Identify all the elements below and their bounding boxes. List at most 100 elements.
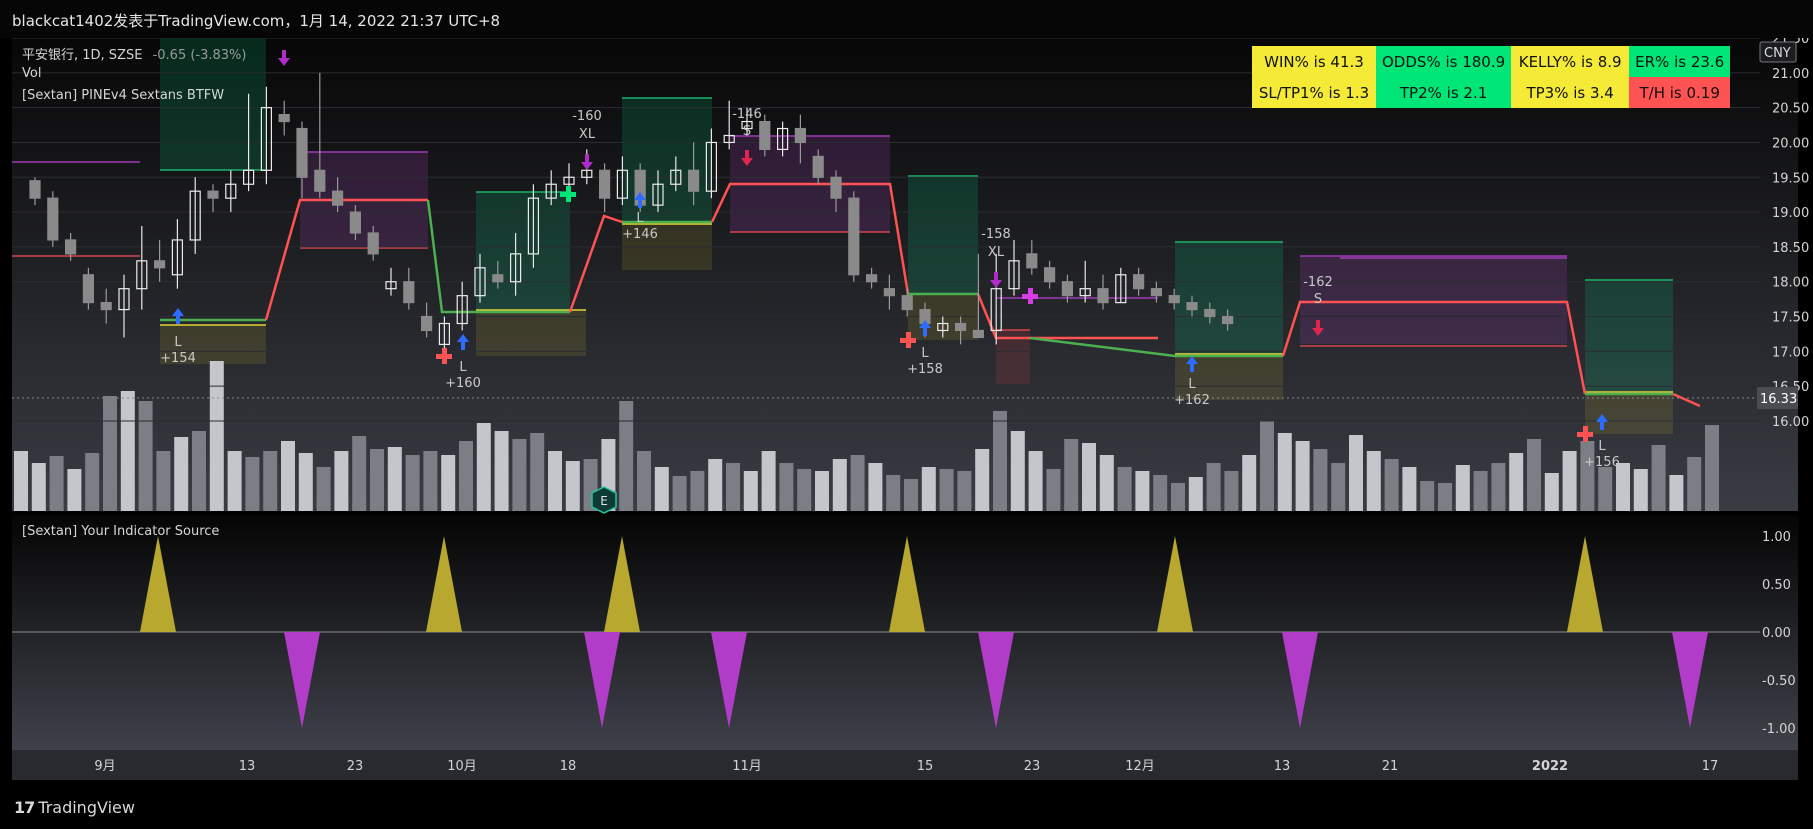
volume-bar — [868, 463, 883, 511]
volume-bar — [1651, 445, 1666, 511]
candle-body — [278, 113, 290, 123]
strategy-line-segment — [1029, 336, 1283, 358]
currency-label: CNY — [1764, 46, 1791, 61]
volume-bar — [512, 439, 527, 511]
time-tick-label: 17 — [1702, 759, 1719, 774]
strategy-line-segment — [264, 198, 428, 321]
legend-indicator[interactable]: [Sextan] Your Indicator Source — [22, 524, 220, 539]
trade-annotation: -162 — [1303, 275, 1333, 290]
candle-body — [990, 288, 1002, 332]
tradingview-brand: TradingView — [38, 798, 135, 817]
trade-annotation: S — [1314, 292, 1322, 307]
tradingview-logo[interactable]: 17 TradingView — [14, 798, 135, 817]
candle-body — [741, 120, 753, 130]
volume-bar — [209, 361, 224, 511]
volume-bar — [1544, 473, 1559, 511]
trade-annotation: L — [174, 335, 182, 350]
volume-bar — [565, 461, 580, 511]
indicator-series — [140, 536, 1708, 728]
legend-vol[interactable]: Vol — [22, 66, 42, 81]
volume-bar — [1598, 467, 1613, 511]
trade-zone — [1175, 242, 1283, 354]
candle-body — [29, 180, 41, 199]
volume-bar — [120, 391, 135, 511]
candle-body — [260, 107, 272, 171]
volume-bar — [637, 451, 651, 511]
volume-bar — [174, 437, 189, 511]
indicator-positive-spike — [426, 536, 462, 632]
arrow-up-icon — [457, 334, 469, 350]
trade-annotation: -160 — [572, 109, 602, 124]
stat-win: WIN% is 41.3 — [1252, 46, 1376, 77]
indicator-negative-spike — [284, 632, 320, 728]
indicator-tick-label: -0.50 — [1762, 674, 1796, 689]
volume-bar — [441, 455, 456, 511]
volume-bar — [957, 471, 972, 511]
candle-body — [47, 197, 59, 241]
candle-body — [385, 281, 397, 290]
candle-body — [332, 190, 344, 206]
volume-bar — [192, 431, 206, 511]
candle-body — [1061, 281, 1074, 297]
indicator-positive-spike — [1567, 536, 1603, 632]
indicator-tick-label: -1.00 — [1762, 722, 1796, 737]
chart-svg[interactable]: L+154L+160L+146L+158L+162L+156-160XL-146… — [0, 38, 1813, 788]
earnings-badge-icon — [591, 486, 617, 514]
volume-bar — [85, 453, 100, 511]
trade-annotation: XL — [579, 127, 596, 142]
stat-er: ER% is 23.6 — [1629, 46, 1731, 77]
trade-zone — [476, 192, 570, 310]
volume-bar — [476, 423, 491, 511]
stat-th: T/H is 0.19 — [1629, 77, 1731, 108]
volume-bar — [761, 451, 776, 511]
price-tick-label: 19.50 — [1772, 171, 1809, 186]
candle-body — [545, 183, 557, 199]
candle-body — [1079, 288, 1091, 297]
time-tick-label: 13 — [1274, 759, 1291, 774]
time-tick-label: 23 — [1024, 759, 1041, 774]
candles: L+154L+160L+146L+158L+162L+156-160XL-146… — [29, 50, 1620, 514]
volume-bar — [1366, 451, 1381, 511]
candle-body — [1008, 260, 1020, 290]
legend-symbol-row[interactable]: 平安银行, 1D, SZSE -0.65 (-3.83%) — [22, 44, 246, 63]
trade-annotation: L — [1188, 377, 1196, 392]
volume-bar — [263, 451, 278, 511]
stats-row-1: WIN% is 41.3 ODDS% is 180.9 KELLY% is 8.… — [1252, 46, 1731, 77]
time-tick-label: 9月 — [94, 759, 115, 774]
volume-bar — [156, 451, 171, 511]
volume-bar — [494, 431, 509, 511]
candle-body — [118, 288, 130, 311]
stat-tp2: TP2% is 2.1 — [1376, 77, 1512, 108]
candle-body — [349, 211, 361, 234]
candle-body — [438, 322, 450, 346]
arrow-down-icon — [741, 150, 753, 166]
last-price-label: 16.33 — [1760, 392, 1797, 407]
candle-body — [848, 197, 860, 276]
candle-body — [421, 315, 433, 332]
volume-bar — [850, 455, 865, 511]
candle-body — [598, 169, 611, 199]
indicator-negative-spike — [584, 632, 620, 728]
strategy-line-segment — [710, 182, 910, 295]
volume-bar — [993, 411, 1007, 511]
time-axis[interactable] — [12, 750, 1798, 780]
candle-body — [670, 169, 682, 185]
legend-strategy[interactable]: [Sextan] PINEv4 Sextans BTFW — [22, 88, 225, 103]
arrow-down-icon — [990, 272, 1002, 288]
candle-body — [776, 127, 789, 151]
candle-body — [563, 176, 575, 185]
arrow-down-icon — [1312, 320, 1324, 336]
volume-bar — [1028, 451, 1043, 511]
trade-annotation: +154 — [160, 351, 196, 366]
volume-bar — [103, 396, 117, 511]
candle-body — [954, 322, 967, 332]
volume-bar — [832, 459, 847, 511]
volume-bar — [1117, 467, 1132, 511]
candle-body — [812, 155, 824, 178]
candle-body — [1221, 315, 1234, 325]
indicator-negative-spike — [978, 632, 1014, 728]
candle-body — [474, 267, 486, 297]
volume-bar — [1277, 433, 1292, 511]
candle-body — [652, 183, 664, 206]
trade-annotation: +156 — [1584, 455, 1620, 470]
